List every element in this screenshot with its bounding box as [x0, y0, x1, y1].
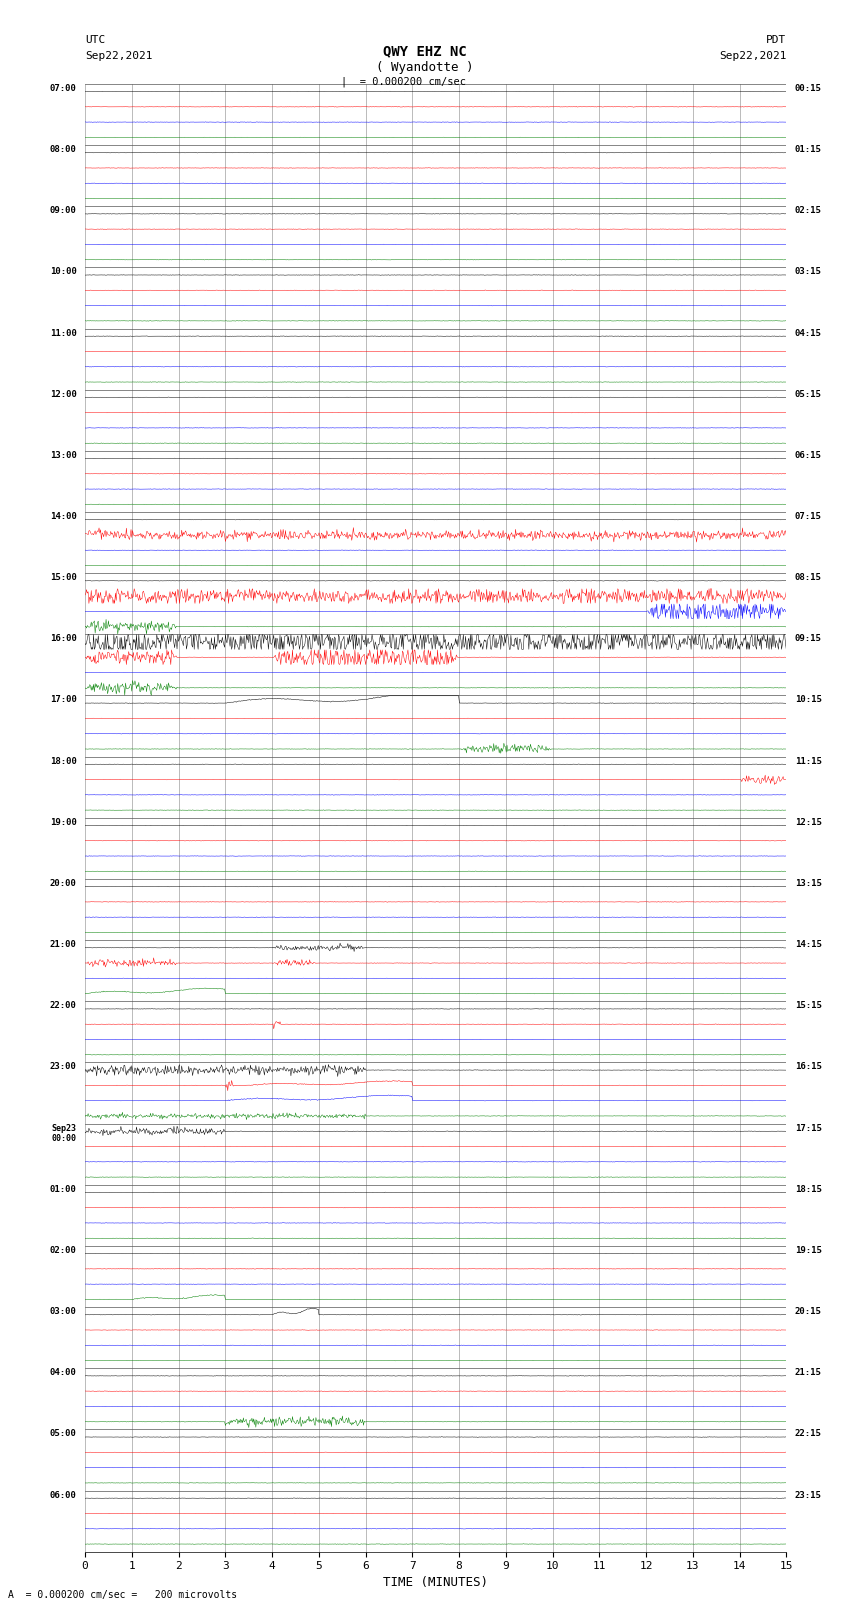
- Text: 06:00: 06:00: [49, 1490, 76, 1500]
- Text: 00:15: 00:15: [795, 84, 822, 94]
- Text: 23:15: 23:15: [795, 1490, 822, 1500]
- Text: 01:00: 01:00: [49, 1184, 76, 1194]
- Text: 13:00: 13:00: [49, 450, 76, 460]
- Text: 09:15: 09:15: [795, 634, 822, 644]
- Text: 16:15: 16:15: [795, 1063, 822, 1071]
- Text: 13:15: 13:15: [795, 879, 822, 887]
- Text: 09:00: 09:00: [49, 206, 76, 215]
- Text: 02:00: 02:00: [49, 1245, 76, 1255]
- Text: 16:00: 16:00: [49, 634, 76, 644]
- Text: 19:15: 19:15: [795, 1245, 822, 1255]
- Text: 11:00: 11:00: [49, 329, 76, 337]
- Text: 19:00: 19:00: [49, 818, 76, 827]
- Text: 14:00: 14:00: [49, 511, 76, 521]
- Text: 03:00: 03:00: [49, 1307, 76, 1316]
- Text: 08:15: 08:15: [795, 573, 822, 582]
- Text: ( Wyandotte ): ( Wyandotte ): [377, 61, 473, 74]
- Text: 15:15: 15:15: [795, 1002, 822, 1010]
- Text: 01:15: 01:15: [795, 145, 822, 153]
- Text: 03:15: 03:15: [795, 268, 822, 276]
- Text: UTC: UTC: [85, 35, 105, 45]
- Text: 05:00: 05:00: [49, 1429, 76, 1439]
- Text: 18:00: 18:00: [49, 756, 76, 766]
- Text: PDT: PDT: [766, 35, 786, 45]
- Text: 20:15: 20:15: [795, 1307, 822, 1316]
- Text: 23:00: 23:00: [49, 1063, 76, 1071]
- Text: 17:00: 17:00: [49, 695, 76, 705]
- Text: 12:15: 12:15: [795, 818, 822, 827]
- Text: 07:15: 07:15: [795, 511, 822, 521]
- Text: 05:15: 05:15: [795, 390, 822, 398]
- Text: 21:15: 21:15: [795, 1368, 822, 1378]
- Text: 10:15: 10:15: [795, 695, 822, 705]
- Text: 08:00: 08:00: [49, 145, 76, 153]
- Text: 18:15: 18:15: [795, 1184, 822, 1194]
- Text: 17:15: 17:15: [795, 1124, 822, 1132]
- Text: 20:00: 20:00: [49, 879, 76, 887]
- Text: 02:15: 02:15: [795, 206, 822, 215]
- Text: 04:00: 04:00: [49, 1368, 76, 1378]
- Text: 06:15: 06:15: [795, 450, 822, 460]
- Text: 14:15: 14:15: [795, 940, 822, 948]
- Text: QWY EHZ NC: QWY EHZ NC: [383, 44, 467, 58]
- Text: 22:15: 22:15: [795, 1429, 822, 1439]
- Text: 15:00: 15:00: [49, 573, 76, 582]
- Text: A  = 0.000200 cm/sec =   200 microvolts: A = 0.000200 cm/sec = 200 microvolts: [8, 1590, 238, 1600]
- Text: 07:00: 07:00: [49, 84, 76, 94]
- Text: |  = 0.000200 cm/sec: | = 0.000200 cm/sec: [341, 76, 467, 87]
- Text: 04:15: 04:15: [795, 329, 822, 337]
- Text: Sep22,2021: Sep22,2021: [85, 52, 152, 61]
- Text: 22:00: 22:00: [49, 1002, 76, 1010]
- Text: Sep23
00:00: Sep23 00:00: [52, 1124, 76, 1144]
- Text: 21:00: 21:00: [49, 940, 76, 948]
- Text: Sep22,2021: Sep22,2021: [719, 52, 786, 61]
- Text: 12:00: 12:00: [49, 390, 76, 398]
- Text: 10:00: 10:00: [49, 268, 76, 276]
- Text: 11:15: 11:15: [795, 756, 822, 766]
- X-axis label: TIME (MINUTES): TIME (MINUTES): [383, 1576, 488, 1589]
